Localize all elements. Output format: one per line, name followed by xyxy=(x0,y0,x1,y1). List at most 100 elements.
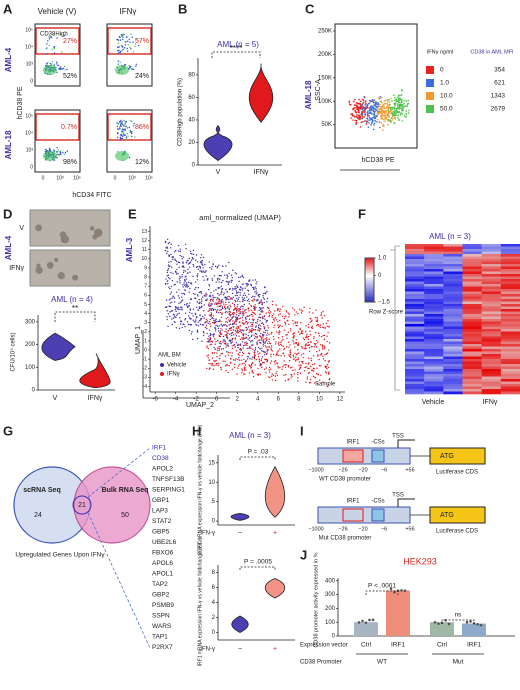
cell xyxy=(277,343,280,345)
heat-cell xyxy=(443,331,463,335)
x-tick-label: 10³ xyxy=(128,175,136,181)
cell xyxy=(212,336,215,338)
cell xyxy=(206,279,208,281)
cell xyxy=(241,338,244,340)
cell xyxy=(277,308,279,310)
cell xyxy=(221,352,224,355)
heat-cell xyxy=(443,294,463,297)
cell xyxy=(235,320,237,323)
cell xyxy=(229,333,231,335)
cell xyxy=(167,283,169,285)
cell xyxy=(245,341,247,343)
event xyxy=(371,105,374,108)
cell xyxy=(290,374,293,376)
cell xyxy=(220,285,222,287)
heat-cell xyxy=(481,326,502,330)
cell xyxy=(297,380,299,382)
cell xyxy=(198,306,200,308)
cell xyxy=(270,333,272,335)
cell xyxy=(227,316,229,319)
cell xyxy=(225,288,227,291)
violin xyxy=(264,578,286,599)
cell xyxy=(238,335,240,337)
event xyxy=(46,47,48,49)
cell xyxy=(250,305,253,308)
atg-label: ATG xyxy=(440,512,454,519)
position: −26 xyxy=(338,526,347,532)
y-tick-label: 0 xyxy=(212,519,216,525)
event xyxy=(386,100,389,103)
cell xyxy=(266,306,269,309)
cell xyxy=(225,369,227,372)
y-tick-label: 12 xyxy=(141,238,147,244)
cell xyxy=(298,361,301,363)
cell xyxy=(255,358,258,361)
heat-cell xyxy=(405,251,425,255)
cell xyxy=(249,329,251,331)
cell xyxy=(232,312,235,314)
heat-cell xyxy=(424,376,444,380)
cell xyxy=(241,274,244,277)
event xyxy=(128,126,131,128)
dendrogram xyxy=(390,245,400,391)
cell xyxy=(241,341,244,343)
y-tick-label: 1 xyxy=(144,338,147,344)
event xyxy=(373,113,376,116)
row-label: AML-18 xyxy=(4,130,13,159)
cell xyxy=(293,309,296,311)
cell xyxy=(237,286,239,288)
violin xyxy=(203,124,233,161)
event xyxy=(366,103,369,106)
event xyxy=(392,117,394,120)
cell xyxy=(316,350,318,353)
event xyxy=(365,106,367,108)
heat-cell xyxy=(405,261,425,265)
cell xyxy=(227,371,229,374)
heat-cell xyxy=(462,386,482,390)
cell xyxy=(299,327,301,330)
cell xyxy=(177,306,179,309)
event xyxy=(359,107,362,109)
event xyxy=(387,120,389,122)
event xyxy=(370,100,373,103)
cell xyxy=(285,315,287,317)
cell xyxy=(263,362,265,364)
cell xyxy=(276,362,278,364)
cell xyxy=(171,297,173,299)
p-value: P < .0001 xyxy=(368,583,396,590)
cell xyxy=(217,327,220,330)
event xyxy=(395,111,398,113)
cell xyxy=(252,295,254,298)
heat-cell xyxy=(462,341,482,345)
cell xyxy=(228,324,230,326)
cell xyxy=(263,354,266,356)
event xyxy=(46,63,48,65)
heat-cell xyxy=(443,246,463,250)
cell xyxy=(180,320,183,323)
cell xyxy=(173,297,176,299)
cell xyxy=(262,317,264,319)
x-tick-label: Ctrl xyxy=(437,642,448,649)
event xyxy=(135,63,137,66)
cell xyxy=(254,332,257,335)
event xyxy=(50,63,53,65)
cell xyxy=(289,328,292,330)
event xyxy=(373,124,375,126)
heat-cell xyxy=(424,351,444,355)
heat-cell xyxy=(424,321,444,325)
cell xyxy=(248,300,250,303)
heat-cell xyxy=(443,259,463,262)
cell xyxy=(253,286,255,289)
column-header: IFNγ xyxy=(120,7,137,16)
level: − xyxy=(238,530,242,537)
cell xyxy=(238,327,240,329)
y-tick-label: -2 xyxy=(143,366,148,372)
cell xyxy=(271,379,274,381)
cell xyxy=(259,352,261,354)
cell xyxy=(250,364,253,366)
cell xyxy=(177,244,180,247)
heat-cell xyxy=(443,336,463,340)
event xyxy=(395,100,398,103)
cell xyxy=(287,331,289,333)
cell xyxy=(212,308,215,311)
